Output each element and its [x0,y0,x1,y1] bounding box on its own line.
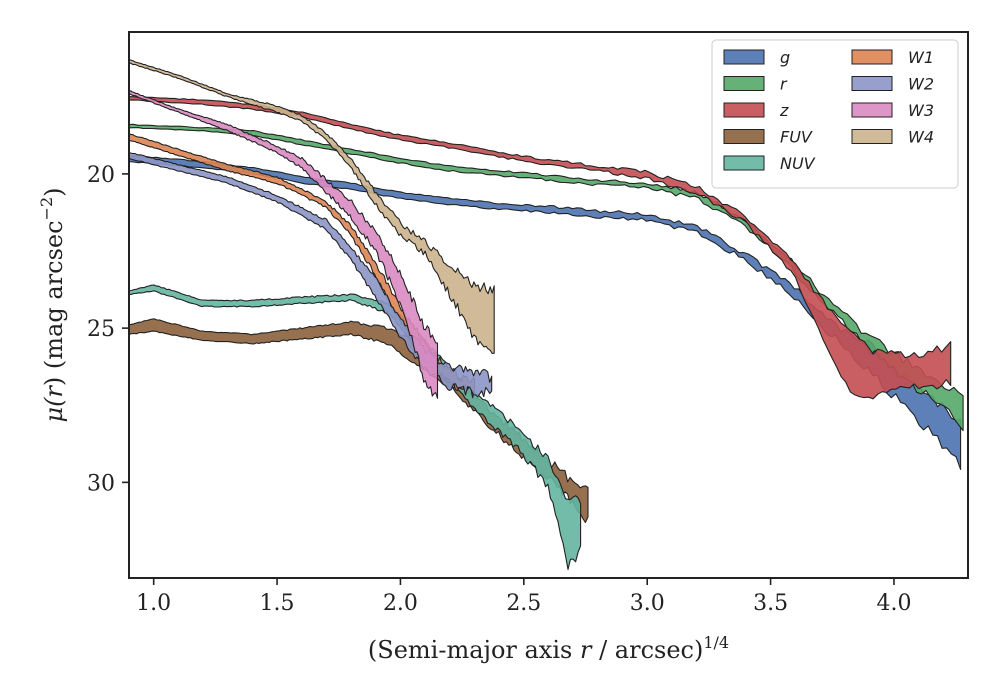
y-axis: 20 25 30 [87,163,129,496]
plot-frame [128,31,969,579]
series-band-nuv [129,284,582,570]
legend-label-w3: W3 [908,101,934,120]
y-tick-label: 20 [87,163,115,188]
legend-box [711,39,959,189]
legend-label-g: g [780,48,790,67]
legend-label-w4: W4 [908,128,934,147]
legend-swatch-w1 [851,49,893,65]
series-band-fuv [129,318,589,524]
legend-label-z: z [779,101,789,120]
legend-label-w1: W1 [908,48,934,67]
x-tick-label: 1.5 [260,591,295,616]
legend-swatch-w4 [851,129,893,144]
x-axis-label: (Semi-major axis r / arcsec)1/4 [368,633,729,664]
legend: grz FUV NUV W1 W2 W3 W4 [711,39,959,189]
series-band-w4 [129,59,495,355]
series-band-w3 [129,90,439,399]
series-band-z [129,96,952,400]
x-tick-label: 3.5 [753,591,788,616]
y-tick-label: 25 [87,317,115,342]
x-tick-label: 2.5 [506,591,541,616]
y-tick-label: 30 [87,471,115,496]
legend-label-r: r [780,75,788,94]
x-tick-label: 1.0 [136,591,171,616]
legend-swatch-w3 [851,102,893,118]
y-axis-label: μ(r) (mag arcsec−2) [37,187,68,422]
legend-swatch-r [723,76,765,91]
x-tick-label: 2.0 [383,591,418,616]
legend-label-nuv: NUV [780,154,816,173]
x-axis: 1.0 1.5 2.0 2.5 3.0 3.5 4.0 [136,578,911,616]
series-band-r [129,123,964,432]
legend-swatch-nuv [723,155,765,171]
legend-label-fuv: FUV [780,128,813,147]
series-layer [129,59,964,570]
legend-swatch-z [723,102,765,118]
series-band-w2 [129,152,493,398]
legend-label-w2: W2 [908,75,934,94]
legend-swatch-w2 [851,76,893,91]
series-band-g [129,155,962,471]
legend-swatch-g [723,49,765,65]
x-tick-label: 3.0 [630,591,665,616]
x-tick-label: 4.0 [876,591,911,616]
legend-swatch-fuv [723,129,765,144]
